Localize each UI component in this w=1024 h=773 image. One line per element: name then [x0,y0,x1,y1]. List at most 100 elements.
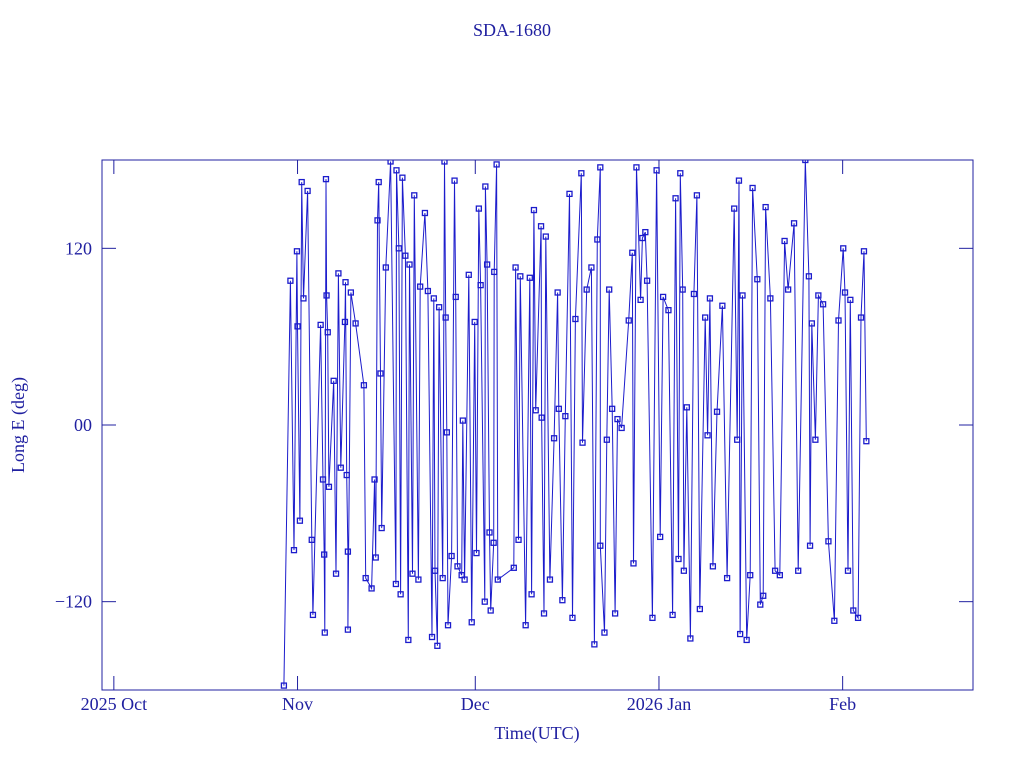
data-point [659,293,667,301]
data-point [795,567,802,574]
data-point [424,287,432,295]
data-point [606,286,613,293]
data-point [591,641,598,648]
plot-frame [101,159,974,691]
data-point [415,576,422,583]
data-point [397,591,404,598]
data-point [395,245,403,252]
data-point [459,417,466,424]
data-point [693,192,701,199]
data-point [323,292,330,299]
data-point [317,321,324,329]
data-point [776,572,783,579]
data-point [815,292,822,299]
data-point [352,320,359,327]
data-point [633,164,640,171]
data-point [337,464,344,471]
data-point [808,320,815,327]
data-point [611,610,619,617]
data-point [454,563,461,570]
y-tick-label: 00 [74,415,92,435]
data-point [841,289,849,296]
data-point [687,635,694,642]
data-point [540,610,548,617]
data-point [583,286,590,293]
data-point [471,318,478,326]
data-point [530,206,538,214]
plot-area [280,160,870,689]
data-point [481,598,488,605]
data-point [760,592,767,599]
data-point [517,273,524,280]
data-point [704,432,711,439]
data-point [515,536,522,543]
data-point [639,234,646,242]
y-axis-label: Long E (deg) [8,377,29,473]
data-point [709,563,717,570]
data-point [713,408,721,415]
data-point [669,611,676,619]
data-point [840,245,847,252]
data-point [735,177,743,184]
data-point [630,560,637,567]
data-point [578,170,585,177]
data-point [546,576,554,583]
data-point [806,542,814,549]
data-point [342,279,349,286]
data-point [483,261,491,268]
data-point [696,605,703,613]
data-point [298,178,305,186]
data-point [649,614,656,622]
data-point [321,629,328,636]
data-point [494,576,501,583]
data-point [609,405,616,412]
data-point [430,295,437,302]
data-point [731,205,738,212]
y-tick-label: 120 [65,238,92,258]
data-point [526,274,533,281]
data-point [304,187,311,195]
data-point [493,161,500,168]
data-point [444,622,452,629]
x-axis-label: Time(UTC) [494,723,579,744]
data-point [542,233,549,240]
data-point [762,203,769,211]
data-point [690,290,698,298]
data-point [409,570,416,577]
data-point [812,436,819,443]
data-point [344,626,352,633]
data-point [643,277,651,284]
data-point [402,252,409,259]
data-point [863,438,870,445]
data-point [405,636,412,644]
data-point [747,572,754,579]
data-point [309,611,317,619]
data-point [771,567,779,574]
data-point [491,268,498,276]
chart-title: SDA-1680 [473,20,551,40]
data-point [382,264,389,271]
data-point [736,630,744,638]
data-point [434,642,441,649]
data-point [572,315,579,323]
data-point [860,248,868,255]
data-point [341,318,349,326]
data-point [559,597,566,604]
data-point [677,170,684,177]
data-point [706,295,714,302]
data-point [411,192,418,199]
data-point [371,476,378,483]
x-tick-label: 2025 Oct [81,694,148,714]
data-point [566,190,573,198]
data-point [374,217,381,224]
data-point [594,236,601,243]
data-point [657,533,664,541]
data-point [431,567,439,574]
data-point [679,286,686,293]
data-point [322,175,330,183]
data-point [767,295,774,302]
data-point [835,317,842,324]
data-point [537,223,545,230]
data-point [448,552,455,560]
data-point [461,576,468,583]
